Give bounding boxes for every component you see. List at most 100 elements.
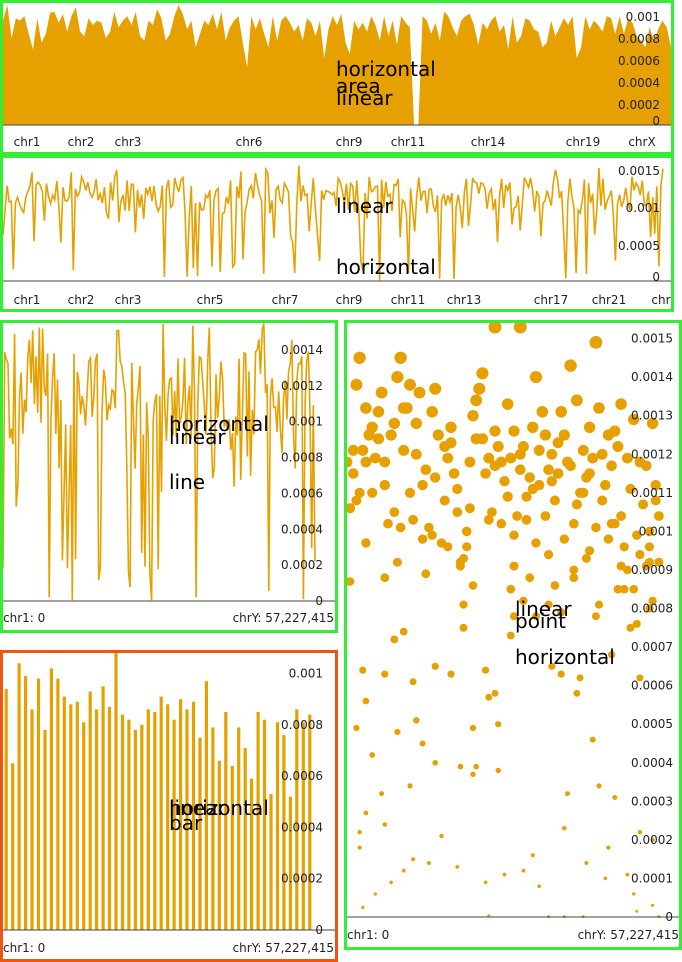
- scatter-point: [417, 479, 428, 491]
- area-series: [3, 5, 671, 125]
- line-track-left: 0.0014 0.0012 0.001 0.0008 0.0006 0.0004 0.000…: [0, 320, 338, 633]
- bar-track: 0.001 0.0008 0.0006 0.0004 0.0002 0 chr1: 0 chr…: [0, 650, 338, 962]
- scatter-point: [532, 612, 540, 621]
- scatter-point: [641, 460, 652, 472]
- scatter-point: [468, 581, 478, 590]
- x-tick-label: chr1: [14, 293, 41, 307]
- y-tick-label: 0.001: [626, 201, 660, 215]
- overlay-label-linear: linear: [169, 425, 226, 449]
- scatter-point: [638, 499, 649, 510]
- scatter-point: [576, 674, 584, 682]
- scatter-point: [389, 507, 400, 517]
- y-tick-label: 0.0009: [631, 563, 673, 577]
- scatter-point: [527, 421, 539, 433]
- scatter-point: [394, 351, 407, 364]
- bar: [243, 747, 247, 930]
- scatter-point: [411, 857, 416, 862]
- bar: [295, 709, 299, 930]
- scatter-point: [571, 499, 582, 510]
- scatter-point: [464, 456, 476, 468]
- scatter-point: [616, 511, 626, 521]
- scatter-point: [452, 507, 463, 517]
- scatter-point: [470, 771, 476, 777]
- scatter-point: [544, 600, 553, 609]
- scatter-point: [476, 367, 489, 380]
- scatter-point: [397, 402, 410, 414]
- y-tick-label: 0: [315, 923, 323, 937]
- scatter-point: [483, 514, 494, 525]
- scatter-point: [353, 724, 360, 732]
- scatter-point: [506, 584, 516, 594]
- scatter-point: [379, 456, 391, 468]
- scatter-point: [442, 452, 454, 464]
- y-tick-label: 0: [652, 270, 660, 284]
- scatter-point: [401, 868, 406, 873]
- scatter-point: [488, 323, 502, 334]
- scatter-point: [552, 468, 564, 479]
- line-chart-left-svg: 0.0014 0.0012 0.001 0.0008 0.0006 0.0004 0.000…: [3, 323, 335, 625]
- scatter-point: [509, 530, 519, 540]
- line-series: [3, 323, 316, 601]
- bar: [269, 794, 273, 930]
- scatter-point: [609, 425, 621, 437]
- scatter-point: [457, 763, 464, 770]
- bar: [11, 763, 15, 930]
- scatter-point: [496, 518, 507, 529]
- scatter-point: [395, 522, 406, 533]
- scatter-point: [613, 584, 623, 594]
- x-tick-label: chr: [651, 293, 670, 307]
- range-start-label: chr1: 0: [347, 928, 389, 942]
- scatter-point: [644, 526, 655, 537]
- scatter-point: [650, 837, 655, 843]
- scatter-point: [577, 444, 589, 456]
- scatter-point: [512, 511, 522, 521]
- scatter-point: [593, 402, 605, 414]
- y-tick-label: 0.0008: [281, 451, 323, 465]
- scatter-point: [584, 861, 589, 865]
- scatter-point: [470, 394, 483, 407]
- overlay-label-horizontal: horizontal: [169, 412, 269, 436]
- bar: [191, 701, 196, 930]
- scatter-point: [388, 417, 400, 430]
- y-tick-label: 0.001: [639, 524, 673, 538]
- scatter-point: [650, 479, 661, 491]
- scatter-point: [564, 359, 577, 372]
- x-tick-label: chr2: [68, 135, 95, 149]
- bar: [95, 709, 99, 930]
- x-tick-label: chr21: [592, 293, 626, 307]
- bar: [217, 760, 221, 930]
- scatter-point: [597, 495, 608, 506]
- line-track-top: chr1 chr2 chr3 chr5 chr7 chr9 chr11 chr13 chr17 c…: [0, 155, 674, 312]
- bar: [43, 729, 47, 930]
- scatter-point: [530, 853, 535, 858]
- bar: [4, 688, 8, 930]
- scatter-point: [487, 507, 497, 517]
- scatter-point: [555, 406, 567, 418]
- scatter-point: [427, 530, 437, 540]
- scatter-point: [499, 476, 510, 487]
- scatter-point: [473, 382, 486, 395]
- scatter-point: [473, 763, 479, 770]
- bar: [17, 663, 21, 930]
- scatter-point: [447, 670, 455, 678]
- scatter-point: [360, 402, 372, 414]
- scatter-point: [459, 600, 468, 609]
- scatter-point: [589, 736, 596, 743]
- scatter-point: [539, 429, 551, 441]
- scatter-point: [390, 635, 399, 644]
- scatter-point: [347, 444, 359, 456]
- y-tick-label: 0: [665, 910, 673, 924]
- overlay-label-bar: bar: [169, 811, 203, 835]
- scatter-point: [606, 518, 617, 529]
- scatter-point: [533, 444, 545, 456]
- y-tick-label: 0.0002: [281, 872, 323, 886]
- scatter-point: [548, 662, 556, 670]
- scatter-point: [483, 880, 488, 885]
- scatter-point: [369, 752, 376, 758]
- y-tick-label: 0.0006: [281, 769, 323, 783]
- scatter-point: [372, 406, 385, 418]
- range-end-label: chrY: 57,227,415: [233, 941, 334, 955]
- scatter-point: [382, 822, 388, 827]
- scatter-point: [476, 433, 488, 445]
- scatter-point: [431, 662, 439, 670]
